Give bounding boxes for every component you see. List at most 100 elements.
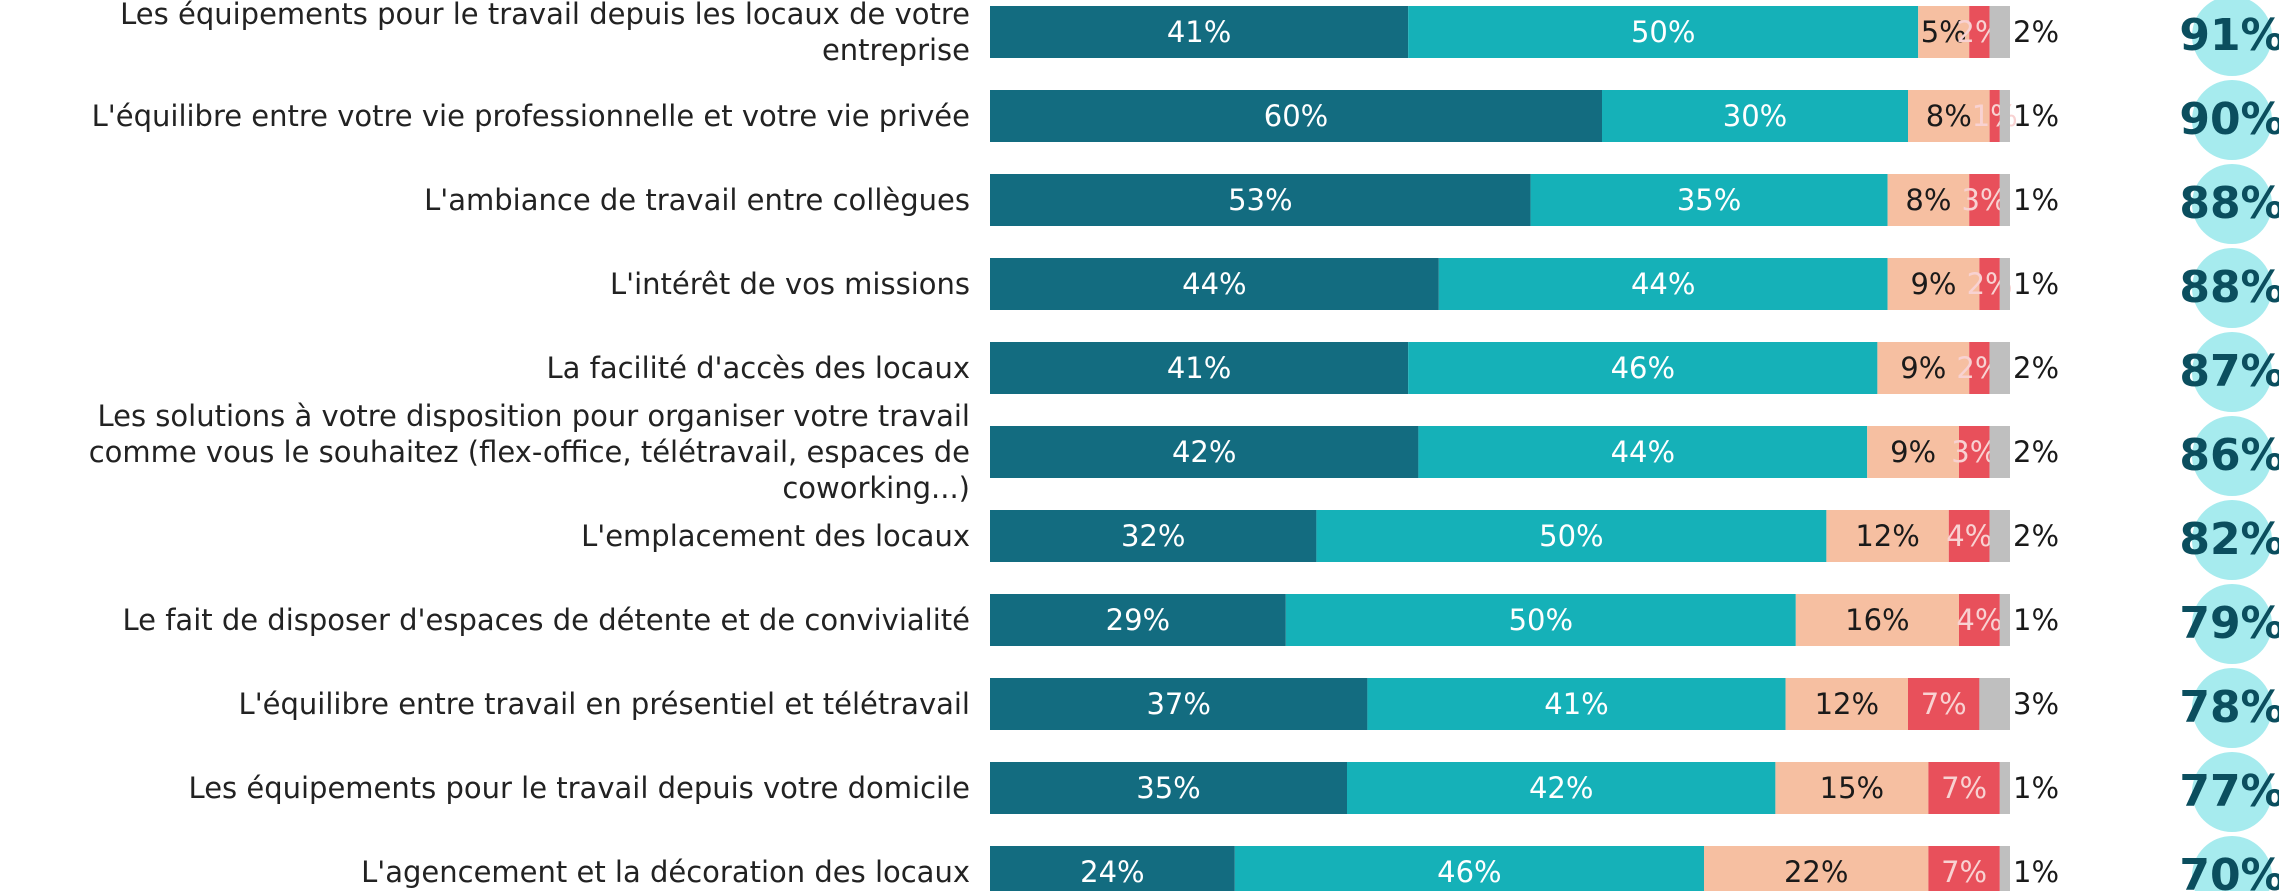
value-label: 3% (2013, 687, 2059, 721)
value-label: 2% (2013, 435, 2059, 469)
bar-segment (990, 258, 1439, 310)
bar-segment (1438, 258, 1888, 310)
value-label: 8% (1905, 183, 1951, 217)
bar-segment (1908, 678, 1980, 730)
value-label: 37% (1146, 687, 1210, 721)
total-label: 86% (2179, 430, 2279, 481)
bar-segment (1795, 594, 1959, 646)
bar-segment (990, 6, 1409, 58)
bar-segment (1989, 90, 2000, 142)
bar-segment (1418, 426, 1868, 478)
bar-segment (1989, 510, 2010, 562)
value-label: 15% (1820, 771, 1884, 805)
value-label: 41% (1167, 15, 1231, 49)
bar-segment (1969, 6, 1990, 58)
value-label: 42% (1172, 435, 1236, 469)
bar-segment (990, 678, 1368, 730)
value-label: 7% (1941, 855, 1987, 889)
value-label: 1% (2013, 183, 2059, 217)
value-label: 4% (1956, 603, 2002, 637)
bar-segment (1347, 762, 1776, 814)
bar-segment (1877, 342, 1970, 394)
value-label: 29% (1106, 603, 1170, 637)
bar-segment (1234, 846, 1704, 891)
bar-segment (1602, 90, 1908, 142)
category-label: L'équilibre entre votre vie professionne… (91, 99, 970, 133)
category-label: Le fait de disposer d'espaces de détente… (122, 603, 971, 637)
value-label: 9% (1900, 351, 1946, 385)
value-label: 12% (1815, 687, 1879, 721)
bar-segment (990, 426, 1419, 478)
bar-segment (1999, 90, 2010, 142)
bar-segment (1887, 258, 1980, 310)
value-label: 35% (1677, 183, 1741, 217)
bar-segment (1989, 426, 2010, 478)
value-label: 24% (1080, 855, 1144, 889)
bar-segment (1959, 426, 1990, 478)
total-label: 88% (2179, 262, 2279, 313)
bar-segment (990, 90, 1602, 142)
bar-segment (1999, 762, 2010, 814)
bar-segment (1999, 846, 2010, 891)
value-label: 44% (1611, 435, 1675, 469)
category-label: Les équipements pour le travail depuis l… (120, 0, 970, 67)
bar-segment (1948, 510, 1990, 562)
bar-segment (1908, 90, 1990, 142)
total-badge (2192, 0, 2272, 76)
bar-segment (1367, 678, 1786, 730)
bar-segment (1959, 594, 2000, 646)
value-label: 46% (1437, 855, 1501, 889)
total-label: 77% (2179, 766, 2279, 817)
bar-segment (1969, 342, 1990, 394)
category-label: L'intérêt de vos missions (609, 267, 970, 301)
value-label: 1% (2013, 855, 2059, 889)
value-label: 1% (2013, 99, 2059, 133)
bar-segment (1704, 846, 1929, 891)
category-label: La facilité d'accès des locaux (546, 351, 970, 385)
bar-segment (1408, 6, 1919, 58)
value-label: 9% (1910, 267, 1956, 301)
bar-segment (1989, 342, 2010, 394)
value-label: 42% (1529, 771, 1593, 805)
value-label: 4% (1946, 519, 1992, 553)
bar-segment (1775, 762, 1929, 814)
bar-segment (1530, 174, 1888, 226)
value-label: 30% (1723, 99, 1787, 133)
bar-segment (1867, 426, 1959, 478)
bar-segment (1999, 174, 2010, 226)
value-label: 50% (1509, 603, 1573, 637)
bar-segment (1999, 594, 2010, 646)
bar-segment (1408, 342, 1878, 394)
category-label: Les équipements pour le travail depuis v… (188, 771, 970, 805)
bar-segment (1928, 762, 2000, 814)
total-label: 82% (2179, 514, 2279, 565)
bar-segment (1918, 6, 1970, 58)
value-label: 46% (1611, 351, 1675, 385)
total-badge (2192, 584, 2272, 664)
bar-segment (990, 846, 1235, 891)
value-label: 50% (1631, 15, 1695, 49)
value-label: 2% (2013, 519, 2059, 553)
total-label: 70% (2179, 850, 2279, 891)
value-label: 8% (1926, 99, 1972, 133)
bar-segment (1979, 678, 2010, 730)
value-label: 44% (1631, 267, 1695, 301)
value-label: 41% (1167, 351, 1231, 385)
total-label: 90% (2179, 94, 2279, 145)
total-badge (2192, 248, 2272, 328)
bar-segment (990, 762, 1347, 814)
value-label: 41% (1544, 687, 1608, 721)
total-label: 88% (2179, 178, 2279, 229)
value-label: 1% (1972, 99, 2018, 133)
total-badge (2192, 80, 2272, 160)
category-label: L'équilibre entre travail en présentiel … (238, 687, 970, 721)
category-label: L'ambiance de travail entre collègues (424, 183, 970, 217)
value-label: 5% (1921, 15, 1967, 49)
value-label: 1% (2013, 267, 2059, 301)
bar-segment (990, 174, 1531, 226)
bar-segment (1999, 258, 2010, 310)
bar-segment (1887, 174, 1970, 226)
category-label: Les solutions à votre disposition pour o… (88, 399, 970, 505)
